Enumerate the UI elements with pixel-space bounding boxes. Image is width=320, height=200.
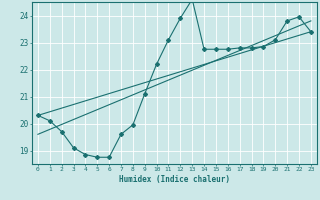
X-axis label: Humidex (Indice chaleur): Humidex (Indice chaleur) [119,175,230,184]
